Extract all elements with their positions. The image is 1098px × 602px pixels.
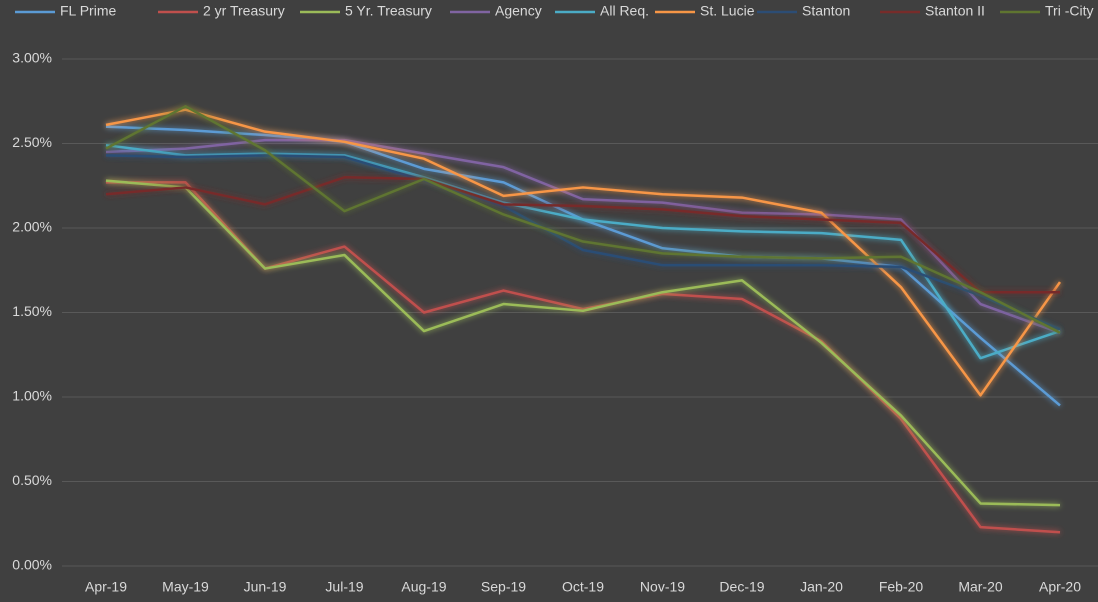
x-tick-label: Jun-19 [244, 579, 287, 595]
series-line [105, 176, 1060, 294]
legend-label: All Req. [600, 3, 649, 19]
series-line [105, 143, 1061, 360]
x-tick-label: Aug-19 [401, 579, 446, 595]
legend-label: St. Lucie [700, 3, 755, 19]
x-tick-label: Dec-19 [719, 579, 764, 595]
y-tick-label: 2.50% [12, 134, 52, 150]
series-line [105, 105, 1061, 334]
x-tick-label: Jan-20 [800, 579, 843, 595]
y-tick-label: 1.00% [12, 388, 52, 404]
y-tick-label: 2.00% [12, 219, 52, 235]
legend-label: 2 yr Treasury [203, 3, 285, 19]
legend-label: Stanton [802, 3, 850, 19]
x-tick-label: Sep-19 [481, 579, 526, 595]
series-line [105, 108, 1062, 397]
legend-label: Stanton II [925, 3, 985, 19]
series-line [105, 154, 1061, 331]
series-line [105, 125, 1061, 407]
y-tick-label: 1.50% [12, 303, 52, 319]
x-tick-label: Feb-20 [879, 579, 924, 595]
x-tick-label: Oct-19 [562, 579, 604, 595]
legend-label: Agency [495, 3, 542, 19]
x-tick-label: Apr-19 [85, 579, 127, 595]
x-tick-label: Apr-20 [1039, 579, 1081, 595]
series-line [105, 179, 1061, 507]
series-line [105, 138, 1061, 334]
legend-label: FL Prime [60, 3, 116, 19]
y-tick-label: 0.50% [12, 472, 52, 488]
legend-label: Tri -City [1045, 3, 1093, 19]
x-tick-label: May-19 [162, 579, 209, 595]
x-tick-label: Mar-20 [958, 579, 1003, 595]
y-tick-label: 0.00% [12, 557, 52, 573]
x-tick-label: Nov-19 [640, 579, 685, 595]
y-tick-label: 3.00% [12, 50, 52, 66]
x-tick-label: Jul-19 [325, 579, 363, 595]
legend-label: 5 Yr. Treasury [345, 3, 432, 19]
